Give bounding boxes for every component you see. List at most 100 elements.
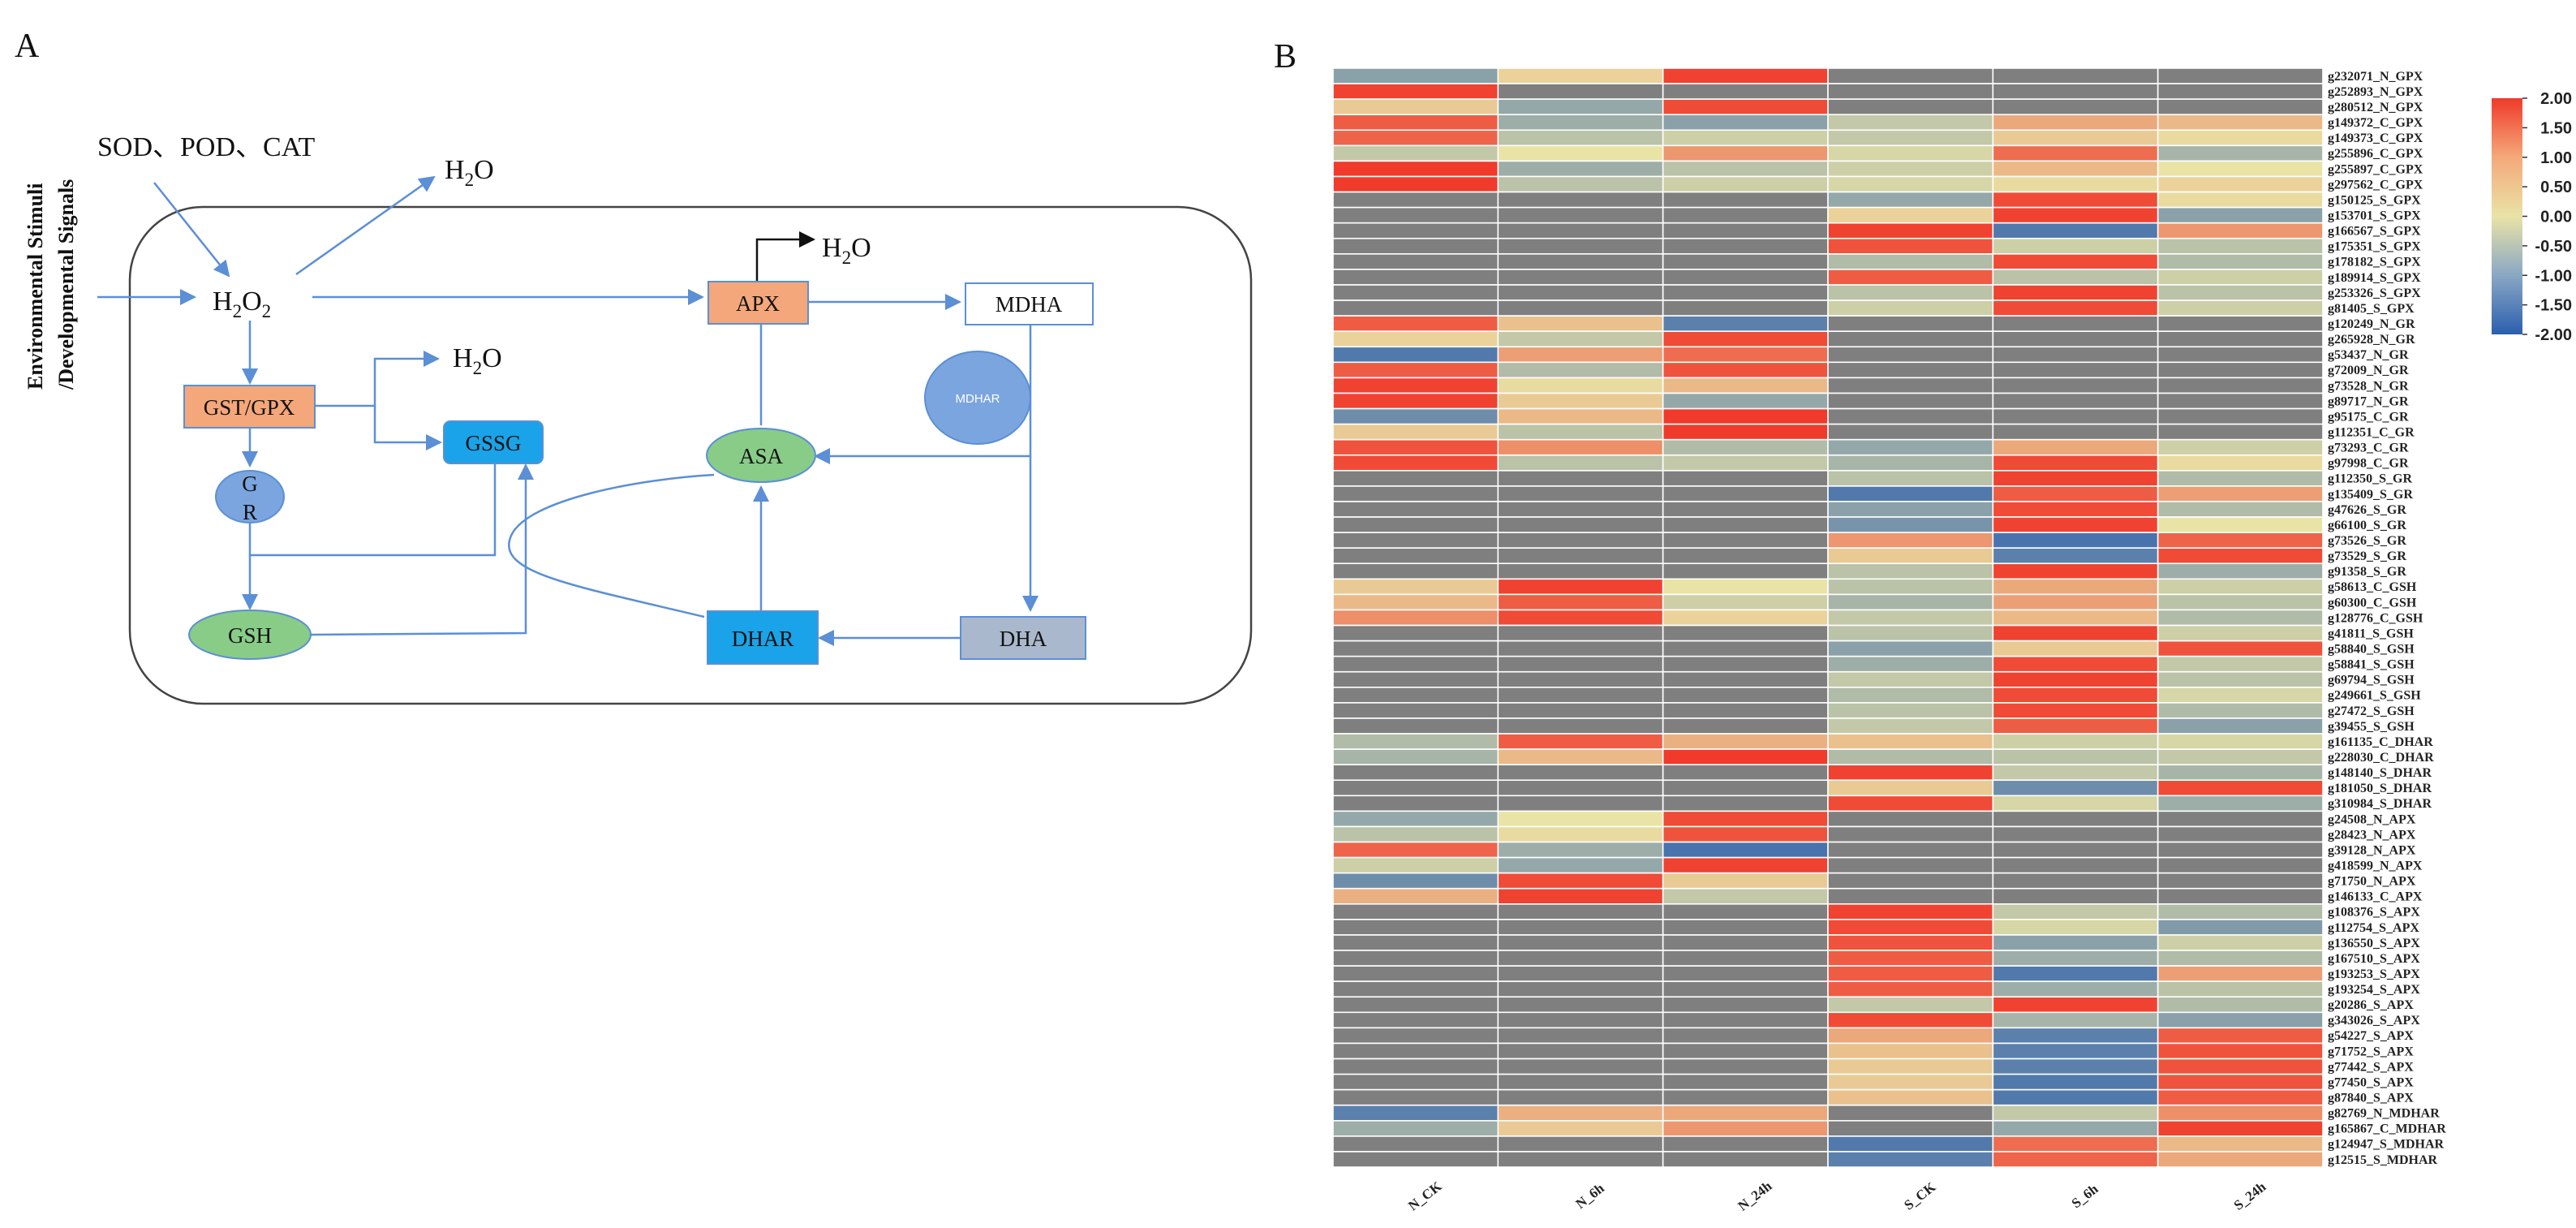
heatmap-cell — [1332, 284, 1499, 301]
heatmap-cell — [1992, 593, 2159, 611]
heatmap-cell — [1332, 779, 1499, 797]
heatmap-cell — [2157, 640, 2324, 657]
heatmap-cell — [1992, 485, 2159, 502]
heatmap-cell — [1827, 1104, 1994, 1122]
node-mdhar: MDHAR — [924, 351, 1031, 445]
heatmap-cell — [1332, 980, 1499, 998]
heatmap-row-label: g39128_N_APX — [2328, 843, 2416, 857]
heatmap-cell — [1497, 702, 1664, 719]
heatmap-row-label: g112351_C_GR — [2328, 425, 2415, 439]
heatmap-cell — [2157, 175, 2324, 193]
heatmap-row-label: g252893_N_GPX — [2328, 85, 2423, 99]
heatmap-cell — [1992, 996, 2159, 1014]
heatmap-cell — [1332, 593, 1499, 611]
heatmap-cell — [1992, 640, 2159, 657]
heatmap-cell — [1332, 1058, 1499, 1075]
heatmap-cell — [1662, 578, 1829, 596]
node-gr-label-1: G — [242, 472, 258, 496]
heatmap-row-label: g87840_S_APX — [2328, 1092, 2414, 1105]
heatmap-cell — [1497, 903, 1664, 920]
heatmap-cell — [1332, 144, 1499, 162]
heatmap-cell — [2157, 1011, 2324, 1029]
heatmap-row-label: g149373_C_GPX — [2328, 131, 2423, 145]
heatmap-cell — [1827, 1042, 1994, 1060]
heatmap-cell — [1662, 114, 1829, 131]
heatmap-cell — [1992, 67, 2159, 84]
heatmap-row-label: g193254_S_APX — [2328, 983, 2420, 997]
heatmap-cell — [1332, 392, 1499, 410]
heatmap-cell — [1332, 98, 1499, 116]
heatmap-cell — [1497, 1073, 1664, 1091]
heatmap-column-labels: N_CK N_6h N_24h S_CK S_6h S_24h — [1405, 1178, 2269, 1213]
heatmap-cell — [1497, 872, 1664, 890]
heatmap-row-label: g58840_S_GSH — [2328, 642, 2415, 656]
legend-tick-label: 0.50 — [2540, 179, 2572, 196]
heatmap-cell — [1332, 670, 1499, 688]
heatmap-cell — [1332, 1104, 1499, 1122]
heatmap-row-label: g280512_N_GPX — [2328, 101, 2423, 114]
heatmap-cell — [2157, 160, 2324, 178]
heatmap-cell — [1332, 470, 1499, 487]
heatmap-cell — [1992, 284, 2159, 301]
heatmap-column-label: N_6h — [1573, 1180, 1608, 1212]
heatmap-cell — [2157, 578, 2324, 596]
heatmap-cell — [1497, 83, 1664, 100]
legend-tick-label: -1.00 — [2535, 267, 2572, 285]
heatmap-cell — [1332, 222, 1499, 239]
heatmap-cell — [1662, 454, 1829, 472]
heatmap-cell — [2157, 670, 2324, 688]
heatmap-cell — [1497, 423, 1664, 441]
heatmap-row-label: g20286_S_APX — [2328, 998, 2414, 1012]
heatmap-cell — [1992, 687, 2159, 704]
node-gst-gpx: GST/GPX — [183, 385, 316, 429]
heatmap-cell — [1827, 903, 1994, 920]
heatmap-cell — [2157, 887, 2324, 905]
heatmap-cell — [1662, 670, 1829, 688]
heatmap-cell — [1992, 1042, 2159, 1060]
node-gssg: GSSG — [443, 420, 544, 464]
heatmap-cell — [1497, 160, 1664, 178]
heatmap-cell — [1497, 129, 1664, 147]
heatmap-cell — [1332, 361, 1499, 379]
heatmap-cell — [1497, 996, 1664, 1014]
heatmap-cell — [1497, 284, 1664, 301]
heatmap-cell — [1827, 114, 1994, 131]
heatmap-cell — [1662, 532, 1829, 549]
heatmap-cell — [1992, 903, 2159, 920]
heatmap-column-label: S_24h — [2231, 1178, 2269, 1213]
heatmap-cell — [1497, 237, 1664, 255]
heatmap-cell — [1992, 779, 2159, 797]
panel-a-letter: A — [15, 28, 40, 65]
heatmap-cell — [1992, 269, 2159, 286]
heatmap-cell — [1662, 856, 1829, 874]
heatmap-cell — [1332, 1011, 1499, 1029]
heatmap-cell — [1662, 655, 1829, 673]
heatmap-cell — [1662, 83, 1829, 100]
heatmap-cell — [1497, 114, 1664, 131]
heatmap-cell — [2157, 237, 2324, 255]
heatmap-cell — [1332, 702, 1499, 719]
heatmap-cell — [1497, 516, 1664, 533]
heatmap-cell — [2157, 965, 2324, 982]
heatmap-cell — [1497, 733, 1664, 750]
heatmap-cell — [1332, 1088, 1499, 1106]
heatmap-cell — [1332, 346, 1499, 364]
heatmap-cell — [1332, 299, 1499, 317]
heatmap-cell — [1827, 423, 1994, 441]
heatmap-cell — [1992, 795, 2159, 812]
heatmap-cell — [1992, 1135, 2159, 1153]
heatmap-cell — [1827, 83, 1994, 100]
heatmap-cell — [1497, 1027, 1664, 1045]
heatmap-cell — [1992, 748, 2159, 765]
heatmap-row-label: g82769_N_MDHAR — [2328, 1107, 2440, 1121]
heatmap-row-label: g71752_S_APX — [2328, 1045, 2414, 1058]
node-dha-label: DHA — [1000, 627, 1047, 651]
node-mdha: MDHA — [965, 282, 1094, 325]
node-gr-label-2: R — [243, 500, 257, 524]
heatmap-grid — [1332, 67, 2324, 1168]
heatmap-cell — [1497, 856, 1664, 874]
heatmap-cell — [1992, 887, 2159, 905]
heatmap-row-label: g28423_N_APX — [2328, 828, 2416, 842]
heatmap-cell — [1497, 1088, 1664, 1106]
heatmap-column-label: S_6h — [2069, 1181, 2101, 1211]
